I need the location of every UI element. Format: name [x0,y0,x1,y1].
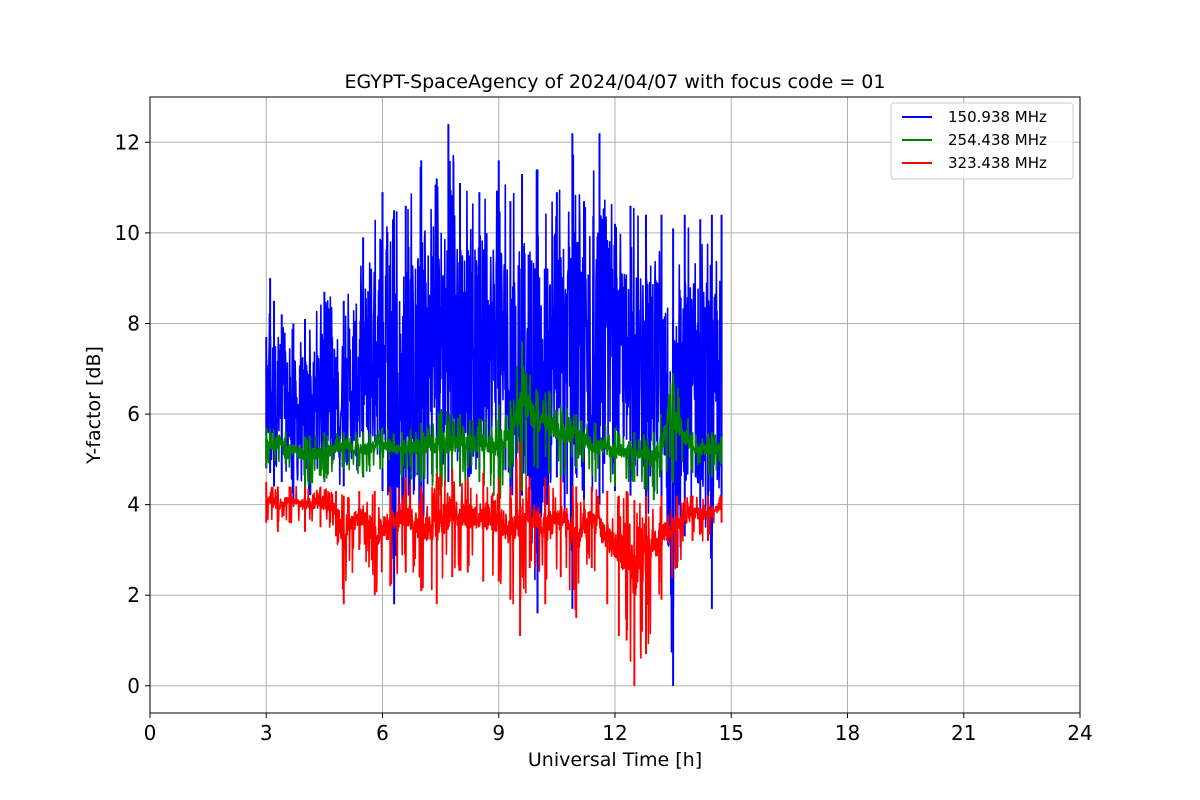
x-tick-label: 18 [835,721,860,745]
x-tick-label: 21 [951,721,976,745]
y-tick-label: 12 [115,130,140,154]
x-tick-label: 0 [144,721,157,745]
x-tick-label: 15 [719,721,744,745]
plot-series [265,124,723,686]
legend: 150.938 MHz 254.438 MHz 323.438 MHz [890,102,1074,180]
x-tick-label: 3 [260,721,273,745]
y-tick-label: 8 [127,311,140,335]
x-axis-label: Universal Time [h] [528,749,702,771]
chart-title: EGYPT-SpaceAgency of 2024/04/07 with foc… [345,71,886,93]
x-tick-label: 6 [376,721,389,745]
y-tick-label: 6 [127,402,140,426]
y-tick-label: 0 [127,674,140,698]
y-tick-label: 10 [115,221,140,245]
legend-label-series-3: 323.438 MHz [948,154,1047,172]
series-line-2 [265,365,723,500]
y-axis-label: Y-factor [dB] [83,346,105,465]
legend-label-series-1: 150.938 MHz [948,108,1047,126]
legend-box [890,102,1074,180]
x-tick-label: 12 [602,721,627,745]
y-tick-label: 4 [127,493,140,517]
legend-label-series-2: 254.438 MHz [948,131,1047,149]
y-tick-label: 2 [127,583,140,607]
x-tick-label: 9 [492,721,505,745]
x-tick-label: 24 [1067,721,1092,745]
